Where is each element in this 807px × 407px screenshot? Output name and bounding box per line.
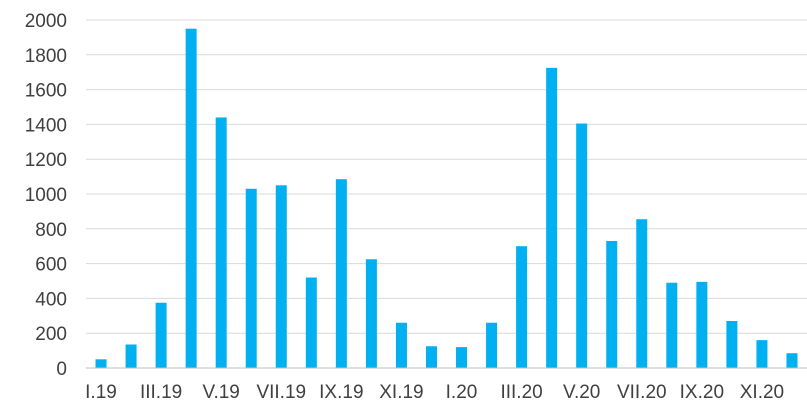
x-tick-label: XI.19 xyxy=(379,382,423,403)
bar-XI.20 xyxy=(756,340,768,368)
bar-XI.19 xyxy=(395,322,407,368)
bar-IV.20 xyxy=(546,67,558,368)
y-tick-label: 0 xyxy=(56,359,67,380)
y-tick-label: 200 xyxy=(35,324,67,345)
bar-VII.20 xyxy=(636,219,648,368)
bar-X.20 xyxy=(726,321,738,368)
x-tick-label: VII.19 xyxy=(256,382,306,403)
bar-VI.20 xyxy=(606,240,618,368)
y-tick-label: 1600 xyxy=(25,81,67,102)
bars xyxy=(95,28,798,368)
y-tick-label: 1800 xyxy=(25,46,67,67)
y-tick-label: 800 xyxy=(35,220,67,241)
x-tick-label: V.19 xyxy=(203,382,240,403)
y-tick-label: 1000 xyxy=(25,185,67,206)
bar-VIII.19 xyxy=(305,277,317,368)
bar-II.20 xyxy=(486,322,498,368)
bar-IV.19 xyxy=(185,28,197,368)
bar-I.20 xyxy=(456,347,468,368)
x-tick-label: VII.20 xyxy=(617,382,667,403)
y-tick-label: 400 xyxy=(35,289,67,310)
bar-VII.19 xyxy=(275,185,287,368)
y-tick-label: 1400 xyxy=(25,115,67,136)
y-axis-tick-labels: 0 200 400 600 800 1000 1200 1400 1600 1800 2000 xyxy=(25,11,67,380)
bar-VI.19 xyxy=(245,188,257,368)
bar-IX.19 xyxy=(335,179,347,368)
gridlines xyxy=(86,19,807,334)
bar-IX.20 xyxy=(696,281,708,368)
bar-XII.19 xyxy=(425,346,437,368)
x-tick-label: IX.20 xyxy=(680,382,724,403)
bar-V.20 xyxy=(576,123,588,368)
x-tick-label: XI.20 xyxy=(740,382,784,403)
y-tick-label: 2000 xyxy=(25,11,67,32)
x-tick-label: V.20 xyxy=(563,382,600,403)
x-tick-label: I.19 xyxy=(85,382,117,403)
bar-III.20 xyxy=(516,246,528,368)
bar-II.19 xyxy=(125,344,137,368)
x-axis-tick-labels: I.19 III.19 V.19 VII.19 IX.19 XI.19 I.20 III.20… xyxy=(85,382,784,403)
x-tick-label: IX.19 xyxy=(319,382,363,403)
y-tick-label: 1200 xyxy=(25,150,67,171)
bar-XII.20 xyxy=(786,353,798,368)
bar-I.19 xyxy=(95,359,107,368)
x-tick-label: III.20 xyxy=(500,382,542,403)
x-tick-label: III.19 xyxy=(140,382,182,403)
bar-V.19 xyxy=(215,117,227,368)
bar-III.19 xyxy=(155,302,167,368)
x-tick-label: I.20 xyxy=(446,382,478,403)
y-tick-label: 600 xyxy=(35,255,67,276)
bar-VIII.20 xyxy=(666,282,678,368)
bar-X.19 xyxy=(365,259,377,368)
